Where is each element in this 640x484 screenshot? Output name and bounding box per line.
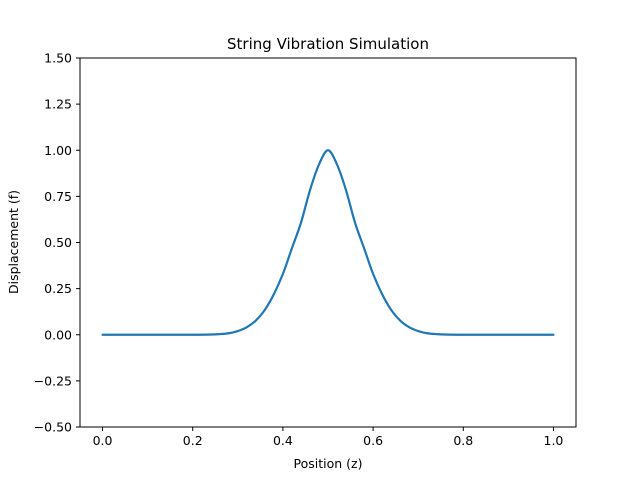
y-tick-label: 0.25 xyxy=(44,281,72,296)
y-tick-label: 1.50 xyxy=(44,51,72,66)
plot-area-frame xyxy=(79,57,577,428)
chart-title: String Vibration Simulation xyxy=(227,35,429,53)
series-line xyxy=(101,149,555,336)
y-tick-label: 1.00 xyxy=(44,143,72,158)
x-tick-label: 0.6 xyxy=(363,433,383,448)
x-axis-label: Position (z) xyxy=(294,456,363,471)
x-tick-label: 0.0 xyxy=(93,433,113,448)
y-tick-label: −0.25 xyxy=(34,373,72,388)
x-axis-ticks: 0.0 0.2 0.4 0.6 0.8 1.0 xyxy=(93,427,564,448)
x-tick-label: 0.2 xyxy=(183,433,203,448)
y-tick-label: 1.25 xyxy=(44,97,72,112)
x-tick-label: 0.4 xyxy=(273,433,293,448)
x-tick-label: 0.8 xyxy=(453,433,473,448)
x-tick-label: 1.0 xyxy=(544,433,564,448)
y-tick-label: 0.75 xyxy=(44,189,72,204)
y-tick-label: 0.50 xyxy=(44,235,72,250)
y-axis-label: Displacement (f) xyxy=(6,190,21,294)
y-tick-label: 0.00 xyxy=(44,327,72,342)
y-tick-label: −0.50 xyxy=(34,420,72,435)
y-axis-ticks: −0.50 −0.25 0.00 0.25 0.50 0.75 1.00 1.25 1.50 xyxy=(34,51,80,435)
